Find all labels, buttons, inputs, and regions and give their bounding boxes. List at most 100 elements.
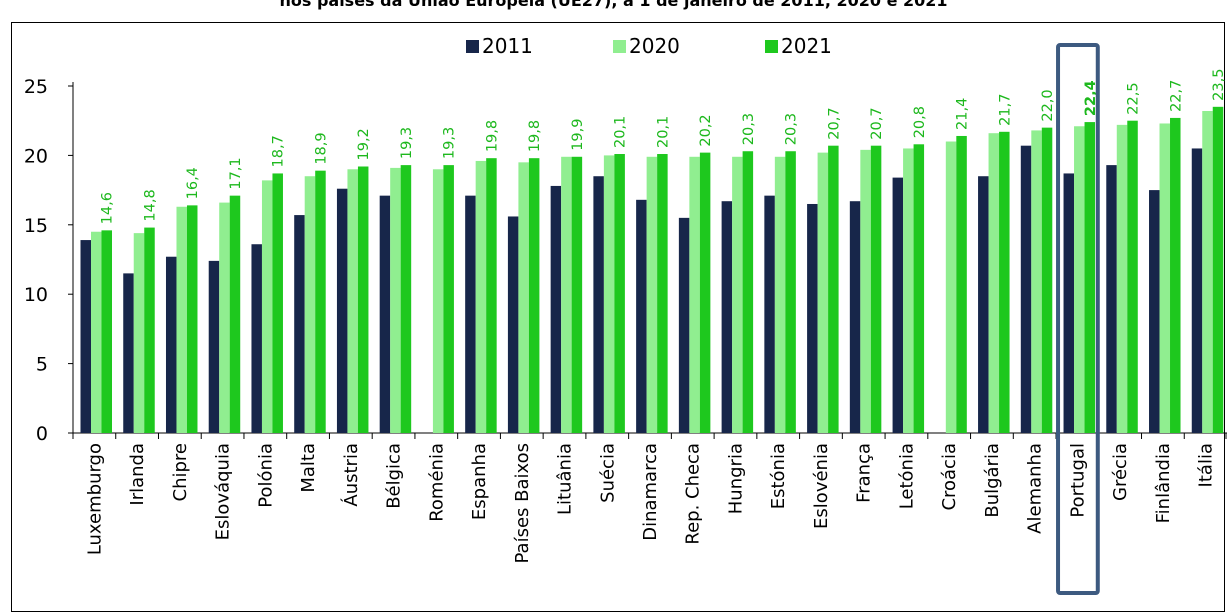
bar-2021 [528,158,540,433]
legend-label-2011: 2011 [482,34,533,58]
bar-2011 [978,176,989,433]
legend-swatch-2020 [613,40,626,53]
data-label: 17,1 [228,157,244,189]
category-label: Portugal [1067,443,1088,518]
category-label: Bulgária [982,443,1003,518]
chart-title: nos países da União Europeia (UE27), a 1… [279,0,948,10]
data-label: 19,2 [356,128,372,160]
bar-2011 [1063,173,1075,433]
category-label: França [854,443,875,503]
legend-label-2021: 2021 [781,34,832,58]
category-label: Países Baixos [512,443,533,564]
category-label: Rep. Checa [683,443,704,545]
data-label: 20,7 [826,107,842,139]
bar-2020 [689,156,700,433]
y-tick-label: 20 [24,145,48,167]
data-label: 21,7 [997,94,1013,126]
bar-2020 [432,169,444,433]
y-tick-label: 0 [36,423,48,445]
bar-2021 [315,170,326,433]
bar-2021 [1127,120,1138,433]
category-label: Áustria [340,443,362,507]
bar-2011 [465,195,476,433]
category-label: Irlanda [127,443,148,506]
bar-2021 [999,131,1010,433]
data-label: 19,8 [527,120,543,152]
category-label: Espanha [469,443,490,520]
bar-2020 [561,156,572,433]
category-label: Chipre [170,443,191,501]
bar-2021 [229,195,241,433]
bar-2021 [571,156,583,433]
data-label: 18,7 [271,135,287,167]
bar-2011 [251,244,262,433]
bar-2020 [91,231,102,433]
data-label: 14,6 [100,192,116,224]
bar-2021 [101,230,112,433]
category-label: Malta [298,443,319,493]
bar-2011 [721,201,733,433]
data-label: 20,1 [613,116,629,148]
data-label: 22,5 [1126,82,1142,114]
category-label: Polónia [255,443,276,508]
bar-2011 [336,188,348,433]
bar-2021 [614,154,625,433]
bar-2020 [390,167,401,433]
data-label: 16,4 [185,167,201,199]
bar-2021 [956,135,967,433]
bar-2020 [817,152,829,433]
bar-2021 [742,151,754,433]
category-label: Finlândia [1153,443,1174,523]
bar-2011 [764,195,775,433]
bar-2020 [1116,124,1128,433]
data-label: 19,3 [442,127,458,159]
category-label: Dinamarca [640,443,661,541]
highlight-box-portugal [1056,43,1100,595]
data-label: 19,3 [399,127,415,159]
bar-2011 [1106,165,1117,433]
bar-2021 [186,205,198,433]
legend-label-2020: 2020 [629,34,680,58]
y-tick-label: 15 [24,215,48,237]
bar-2020 [347,169,358,433]
bar-2021 [870,145,882,433]
category-label: Lituânia [555,443,576,515]
bar-2011 [507,216,519,433]
bar-2020 [1031,130,1042,433]
data-label: 22,4 [1083,80,1099,116]
category-label: Eslováquia [213,443,234,540]
bar-2021 [913,144,925,433]
bar-2020 [646,156,658,433]
category-label: Croácia [939,443,960,511]
bar-2021 [144,227,155,433]
bar-2020 [518,162,529,433]
bar-2011 [1020,145,1032,433]
data-label: 20,1 [655,116,671,148]
bar-2011 [165,256,177,433]
bar-2011 [678,217,690,433]
bar-2011 [80,240,91,433]
bar-2020 [133,233,145,433]
bar-2021 [357,166,369,433]
data-label: 20,3 [741,113,757,145]
category-label: Alemanha [1025,443,1046,534]
bar-2020 [1202,110,1213,433]
category-label: Bélgica [384,443,405,509]
category-label: Luxemburgo [84,443,105,555]
data-label: 22,0 [1040,89,1056,121]
bar-2021 [785,151,796,433]
data-label: 20,2 [698,114,714,146]
bar-2011 [636,199,647,433]
category-label: Estónia [768,443,789,509]
data-label: 22,7 [1168,80,1184,112]
bar-2020 [1074,126,1085,433]
bar-2020 [261,180,273,433]
bar-2011 [849,201,861,433]
category-label: Hungria [725,443,746,514]
bar-2011 [379,195,391,433]
bar-2021 [486,158,497,433]
bar-2011 [593,176,604,433]
bar-2021 [400,165,412,433]
data-label: 23,5 [1211,69,1227,101]
